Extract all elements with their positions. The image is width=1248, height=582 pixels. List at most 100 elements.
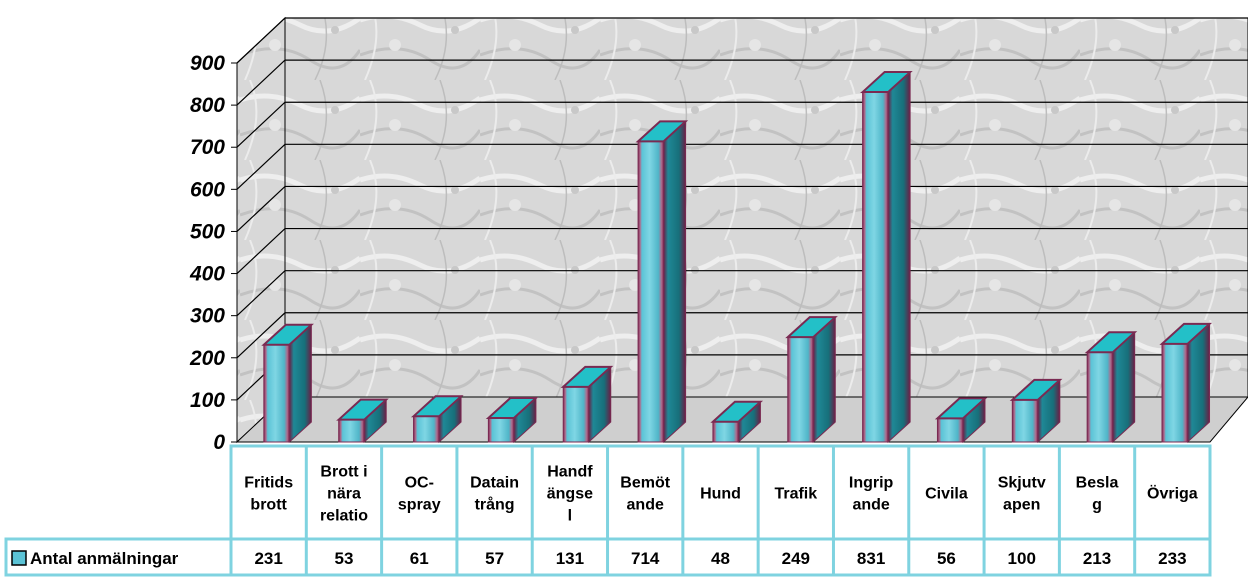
gridline (236, 227, 1248, 274)
bar-top (934, 397, 988, 420)
category-label: Besla (1076, 475, 1119, 492)
bar-top (1009, 378, 1063, 401)
gridline (236, 143, 1248, 190)
y-tick-label: 200 (189, 347, 225, 370)
bar-top (560, 365, 614, 388)
bar-top (785, 316, 838, 339)
category-label: Handf (547, 464, 593, 481)
bar-front (263, 344, 290, 443)
category-label: ängse (547, 486, 593, 503)
value-label: 233 (1158, 549, 1186, 568)
y-tick-label: 500 (190, 220, 225, 243)
bar-front (562, 386, 590, 443)
bar-side (887, 70, 911, 444)
gridlines (236, 17, 1248, 401)
value-label: 249 (782, 549, 810, 568)
gridline (236, 185, 1248, 232)
value-label: 57 (485, 549, 504, 568)
gridline (236, 59, 1248, 106)
value-label: 53 (335, 549, 354, 568)
gridline (236, 270, 1248, 317)
category-label: ande (627, 497, 664, 514)
category-label: spray (398, 497, 441, 514)
value-label: 56 (937, 549, 956, 568)
category-label: apen (1003, 497, 1040, 514)
bar-top (336, 398, 389, 421)
bar-top (635, 120, 689, 143)
y-tick-label: 300 (190, 305, 225, 328)
category-label: brott (250, 497, 287, 514)
bar-front (338, 419, 365, 443)
bar-side (812, 316, 836, 444)
bar-series (261, 70, 1213, 444)
bar-top (485, 396, 539, 419)
category-label: Ingrip (849, 475, 894, 492)
bar-front (637, 140, 665, 443)
bar (934, 397, 988, 444)
bar-front (787, 336, 814, 443)
category-label: Civila (925, 486, 968, 503)
value-label: 231 (254, 549, 282, 568)
bar (1009, 378, 1063, 444)
bar-side (663, 120, 687, 444)
bar (785, 316, 838, 444)
value-label: 714 (631, 549, 660, 568)
category-label: trång (475, 496, 515, 514)
value-label: 100 (1008, 549, 1036, 568)
bar-top (1159, 322, 1213, 345)
value-label: 131 (556, 549, 584, 568)
y-axis-ticks: 0 100 200 300 400 500 600 700 800 900 (189, 52, 238, 454)
category-label: Bemöt (620, 475, 670, 492)
category-label: Brott i (320, 464, 367, 481)
category-label: Hund (700, 486, 741, 503)
y-tick-label: 700 (190, 136, 225, 159)
y-tick-label: 600 (190, 178, 225, 201)
bar (560, 365, 614, 444)
y-tick-label: 400 (189, 263, 225, 286)
bar (1084, 331, 1138, 444)
bar (485, 396, 539, 444)
value-label: 831 (857, 549, 885, 568)
category-label: Trafik (774, 486, 817, 503)
legend-key (11, 550, 27, 566)
value-label: 48 (711, 549, 730, 568)
bar-front (1011, 399, 1039, 443)
bar-front (1161, 343, 1189, 443)
category-label: Fritids (244, 475, 293, 492)
value-label: 61 (410, 549, 429, 568)
bar (336, 398, 389, 444)
category-label: relatio (320, 508, 368, 525)
y-tick-label: 900 (190, 52, 225, 75)
category-label: Datain (470, 475, 519, 492)
bar-top (1084, 331, 1138, 354)
bar-front (936, 417, 964, 443)
bar (410, 395, 464, 444)
bar-top (410, 395, 464, 418)
bar-front (413, 415, 440, 443)
bar-top (860, 71, 913, 94)
bar-front (1086, 351, 1114, 443)
legend-label: Antal anmälningar (30, 549, 179, 568)
category-label: g (1092, 497, 1102, 514)
data-table: Fritids brott 231 Brott i nära relatio 53 OC-sp… (4, 444, 1212, 577)
gridline (236, 312, 1248, 359)
category-label: OC- (405, 475, 434, 492)
bar-top (710, 400, 764, 423)
bar (635, 120, 689, 444)
y-tick-label: 800 (190, 94, 225, 117)
category-label: l (568, 508, 572, 525)
category-label: Övriga (1147, 484, 1198, 503)
bar-front (487, 417, 515, 443)
bar-front (862, 91, 889, 443)
category-label: ande (852, 497, 889, 514)
bar (1159, 322, 1213, 444)
gridline (236, 101, 1248, 148)
bar (860, 70, 913, 444)
category-label: Skjutv (998, 475, 1046, 492)
bar-top (261, 323, 314, 346)
y-tick-label: 100 (190, 389, 225, 412)
bar (710, 400, 764, 444)
bar-front (712, 421, 739, 443)
